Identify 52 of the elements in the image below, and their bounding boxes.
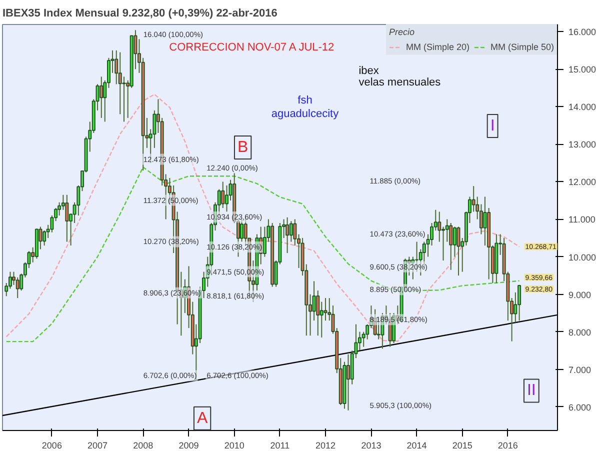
- candlestick: [122, 76, 126, 122]
- candlestick: [324, 298, 328, 322]
- y-tick-label: 14.000: [568, 102, 596, 112]
- y-tick-label: 7.000: [568, 364, 592, 375]
- annotation: I: [490, 118, 495, 134]
- x-tick-label: 2006: [42, 440, 62, 450]
- y-tick-label: 16.000: [568, 27, 596, 38]
- annotation: fsh: [298, 94, 312, 106]
- y-tick-label: 11.000: [568, 214, 596, 225]
- x-tick-label: 2016: [498, 440, 518, 450]
- x-tick-label: 2008: [133, 440, 154, 450]
- candlestick: [293, 218, 297, 246]
- candlestick: [100, 76, 104, 118]
- candlestick: [449, 222, 453, 270]
- annotation: CORRECCION NOV-07 A JUL-12: [169, 42, 334, 54]
- candlestick: [518, 284, 522, 322]
- candlestick: [65, 194, 69, 242]
- candlestick: [438, 211, 442, 242]
- line-series: [6, 94, 520, 342]
- candlestick: [16, 276, 20, 299]
- x-tick-label: 2011: [270, 440, 290, 450]
- legend-title: Precio: [388, 27, 416, 37]
- y-tick-label: 8.000: [568, 327, 592, 338]
- candlestick: [221, 181, 225, 208]
- x-tick-label: 2012: [316, 440, 336, 450]
- y-tick-label: 12.000: [568, 177, 596, 188]
- legend-label: MM (Simple 50): [490, 42, 554, 52]
- y-tick-label: 9.000: [568, 290, 592, 300]
- candlestick: [456, 226, 460, 276]
- y-tick-label: 10.000: [568, 252, 596, 262]
- y-tick-label: 15.000: [568, 64, 596, 75]
- line-series: [6, 166, 520, 342]
- annotation: II: [526, 382, 536, 400]
- chart-title: IBEX35 Index Mensual 9.232,80 (+0,39%) 22-abr-2016: [2, 8, 278, 20]
- x-tick-label: 2013: [361, 440, 382, 450]
- candlestick: [483, 196, 487, 246]
- candlestick: [286, 216, 290, 254]
- legend-label: MM (Simple 20): [406, 42, 470, 52]
- x-tick-label: 2015: [452, 440, 472, 450]
- annotation: A: [196, 410, 208, 427]
- y-tick-label: 6.000: [568, 402, 592, 412]
- x-tick-label: 2007: [88, 440, 108, 450]
- candlestick: [452, 226, 456, 258]
- annotation: velas mensuales: [358, 76, 442, 89]
- y-tick-label: 13.000: [568, 140, 596, 150]
- x-tick-label: 2009: [178, 440, 199, 450]
- annotation: aguadulcecity: [271, 108, 340, 120]
- candlestick: [346, 354, 350, 411]
- x-tick-label: 2014: [406, 440, 427, 450]
- annotation: B: [237, 139, 248, 156]
- x-tick-label: 2010: [224, 440, 244, 450]
- annotation: ibex: [358, 64, 380, 77]
